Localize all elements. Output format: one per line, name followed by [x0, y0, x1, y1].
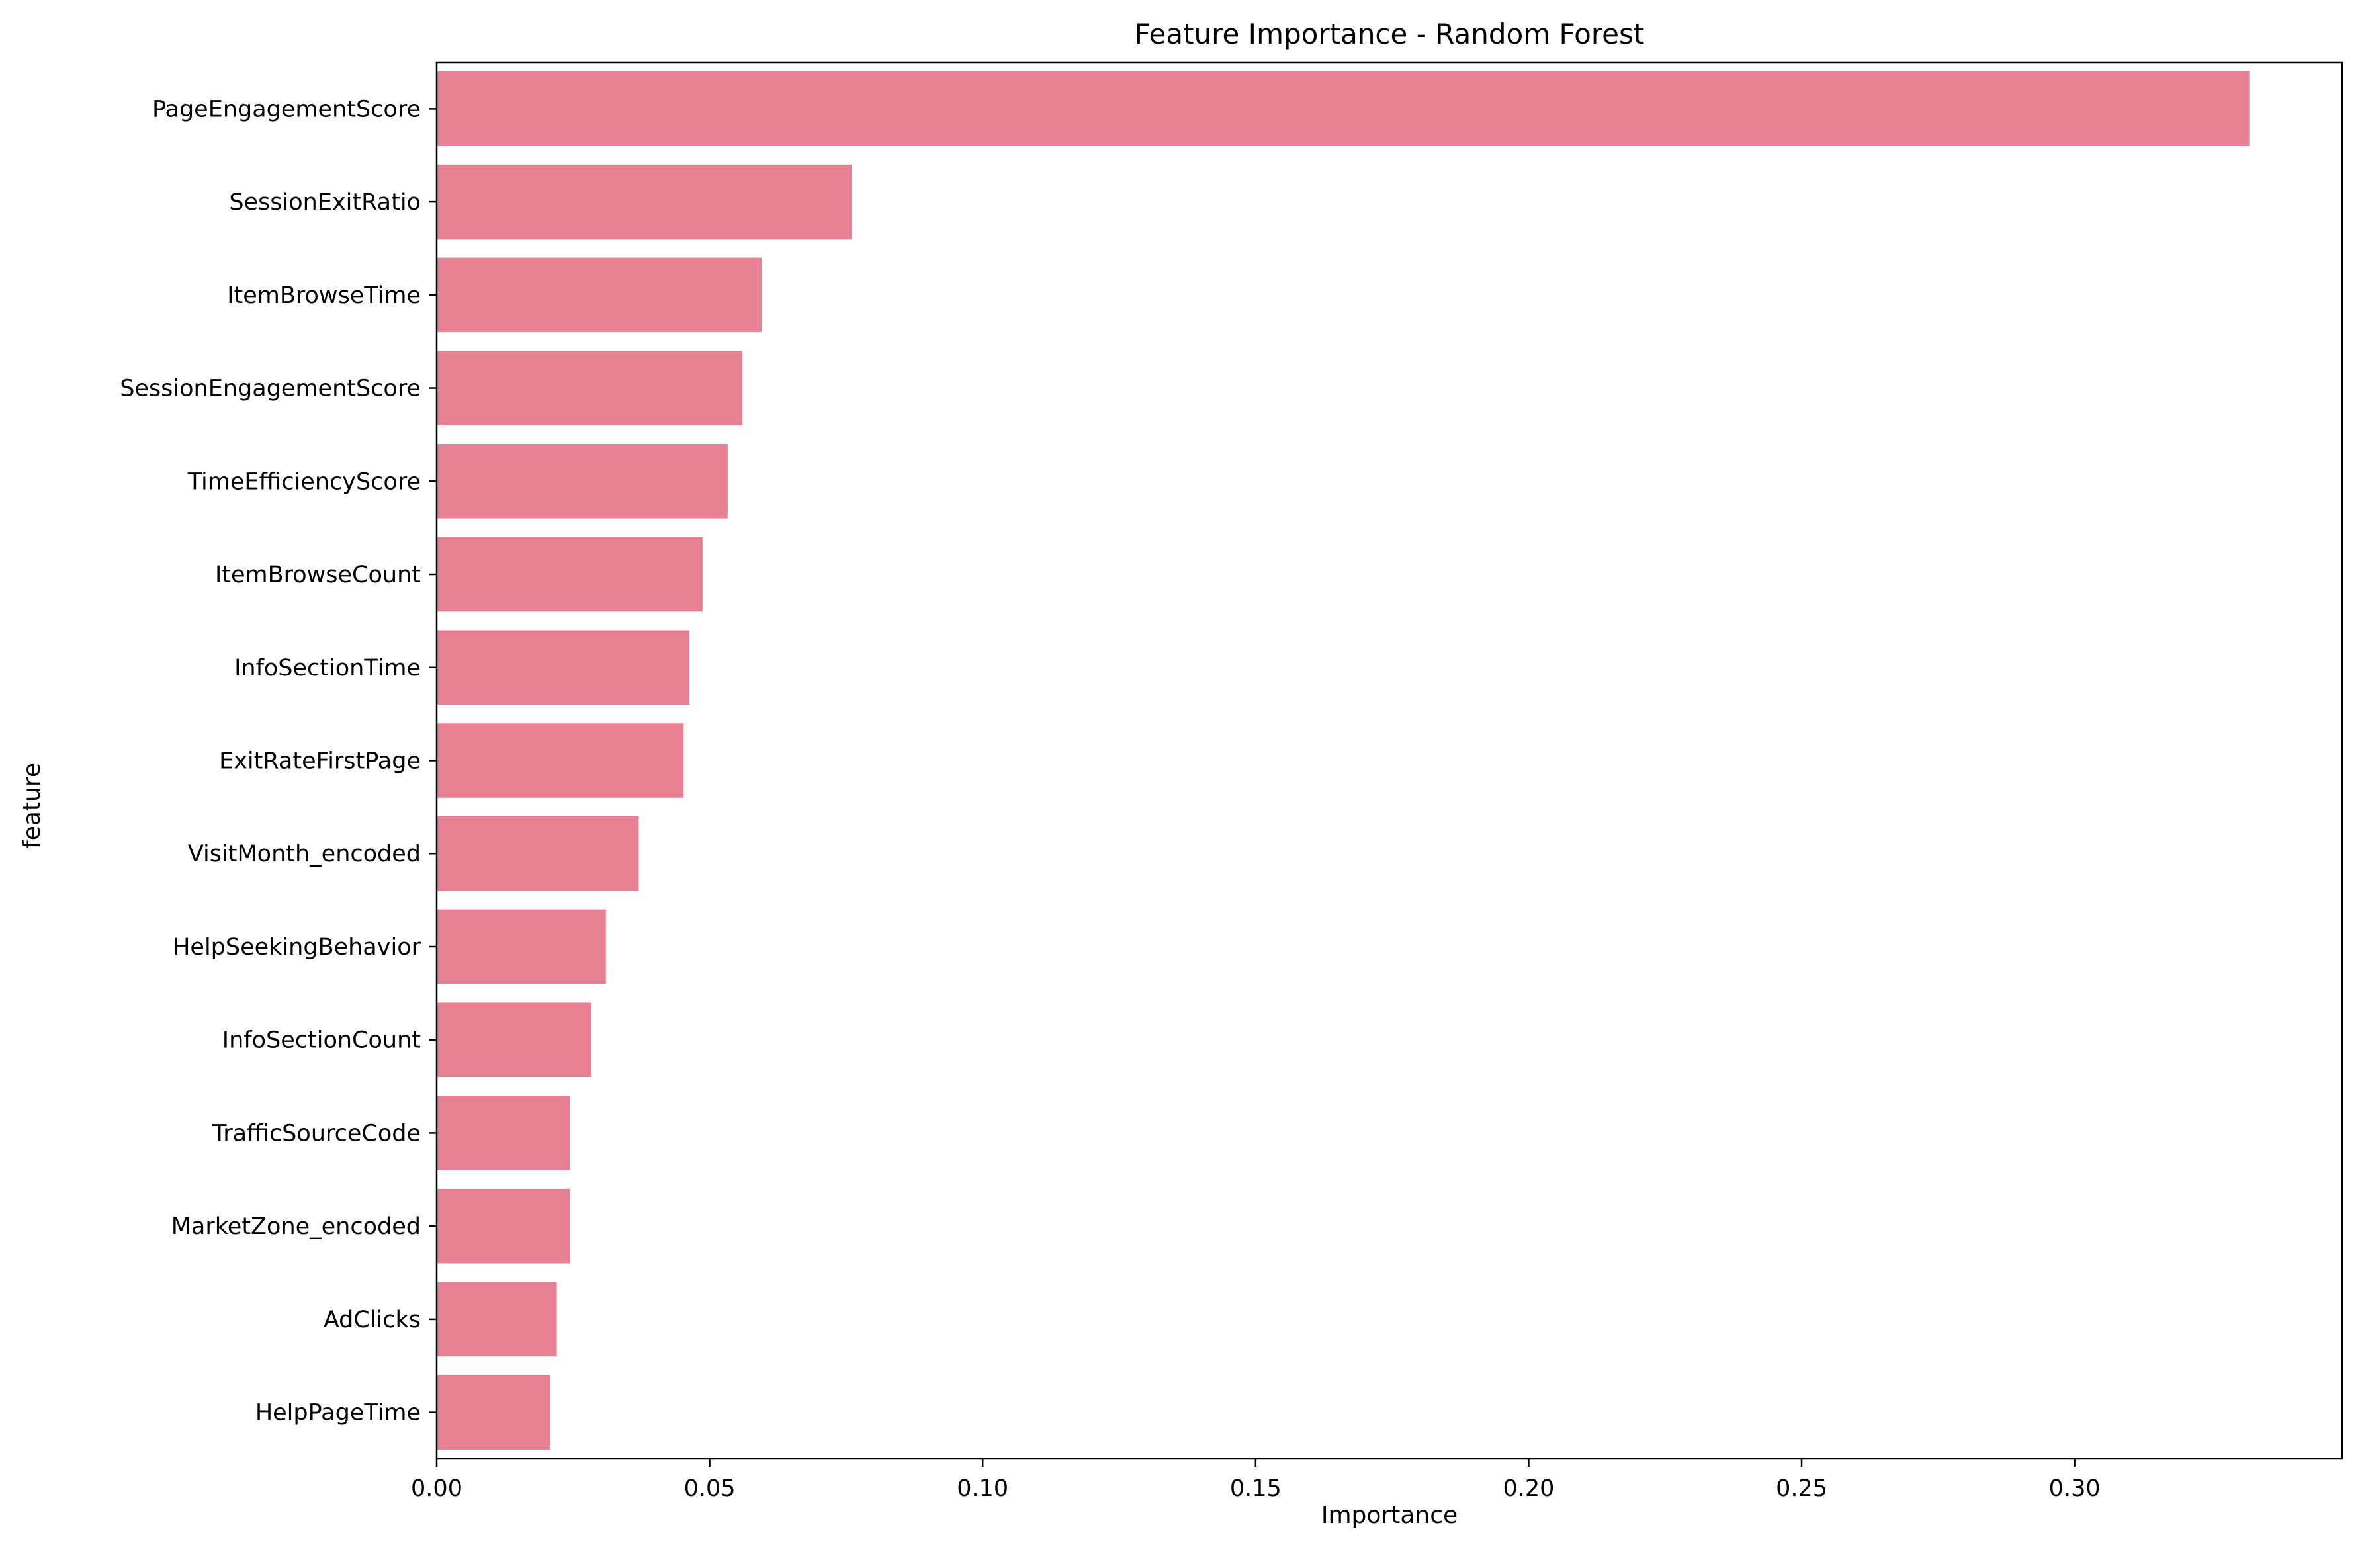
- bar-PageEngagementScore: [437, 71, 2250, 146]
- x-axis-label: Importance: [1321, 1502, 1458, 1529]
- y-tick-label: TimeEfficiencyScore: [187, 468, 421, 495]
- x-tick-label: 0.30: [2049, 1475, 2101, 1502]
- y-tick-label: HelpPageTime: [255, 1400, 421, 1426]
- plot-frame: [435, 61, 2343, 1460]
- x-tick-label: 0.25: [1776, 1475, 1827, 1502]
- y-axis-label: feature: [19, 763, 46, 849]
- bar-InfoSectionTime: [437, 630, 690, 705]
- chart-title: Feature Importance - Random Forest: [1135, 18, 1645, 50]
- y-tick-label: MarketZone_encoded: [171, 1213, 421, 1240]
- bar-InfoSectionCount: [437, 1002, 591, 1077]
- y-tick-label: ExitRateFirstPage: [219, 748, 421, 775]
- bar-HelpSeekingBehavior: [437, 909, 606, 984]
- y-tick-label: SessionExitRatio: [229, 189, 421, 216]
- y-tick-label: VisitMonth_encoded: [188, 841, 421, 867]
- bar-MarketZone_encoded: [437, 1188, 570, 1264]
- y-tick-label: SessionEngagementScore: [120, 376, 421, 402]
- x-tick-label: 0.00: [411, 1475, 462, 1502]
- y-tick-label: PageEngagementScore: [152, 96, 421, 122]
- x-tick-label: 0.15: [1230, 1475, 1282, 1502]
- bars-layer: [437, 71, 2250, 1450]
- y-tick-label: InfoSectionTime: [234, 655, 421, 681]
- bar-VisitMonth_encoded: [437, 816, 639, 891]
- bar-SessionExitRatio: [437, 164, 852, 240]
- y-ticks-layer: PageEngagementScore SessionExitRatio ItemB…: [120, 96, 437, 1426]
- x-ticks-layer: 0.00 0.05 0.10 0.15 0.20 0.25 0.30: [411, 1459, 2101, 1502]
- y-tick-label: HelpSeekingBehavior: [173, 934, 421, 961]
- x-tick-label: 0.05: [684, 1475, 736, 1502]
- bar-TrafficSourceCode: [437, 1096, 570, 1170]
- bar-ItemBrowseTime: [437, 257, 762, 333]
- x-tick-label: 0.20: [1503, 1475, 1554, 1502]
- x-tick-label: 0.10: [957, 1475, 1008, 1502]
- bar-TimeEfficiencyScore: [437, 444, 728, 519]
- y-tick-label: InfoSectionCount: [222, 1027, 421, 1054]
- bar-AdClicks: [437, 1282, 557, 1357]
- bar-HelpPageTime: [437, 1375, 550, 1450]
- y-tick-label: AdClicks: [324, 1307, 421, 1333]
- y-tick-label: ItemBrowseCount: [215, 562, 421, 588]
- y-tick-label: ItemBrowseTime: [227, 283, 421, 309]
- bar-SessionEngagementScore: [437, 351, 743, 425]
- y-tick-label: TrafficSourceCode: [212, 1120, 421, 1147]
- bar-ExitRateFirstPage: [437, 723, 683, 798]
- bar-ItemBrowseCount: [437, 537, 703, 612]
